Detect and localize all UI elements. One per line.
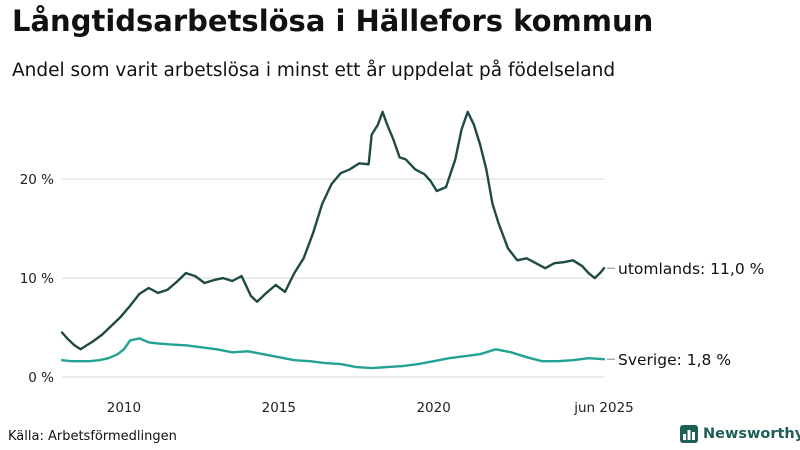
series-end-label-utomlands: utomlands: 11,0 % (618, 260, 764, 278)
x-tick-label: 2010 (107, 400, 141, 416)
bar-chart-icon (680, 425, 698, 443)
chart-subtitle: Andel som varit arbetslösa i minst ett å… (12, 60, 616, 81)
y-tick-label: 0 % (28, 370, 54, 386)
series-line-sverige (60, 337, 606, 370)
chart-title: Långtidsarbetslösa i Hällefors kommun (12, 4, 654, 38)
newsworthy-logo: Newsworthy (680, 425, 800, 443)
x-tick-label: 2015 (262, 400, 296, 416)
series-lines (60, 110, 606, 370)
source-note: Källa: Arbetsförmedlingen (8, 429, 177, 444)
grid-lines (62, 178, 604, 378)
x-tick-label: 2020 (416, 400, 450, 416)
x-tick-label: jun 2025 (573, 400, 634, 416)
y-tick-label: 10 % (20, 271, 54, 287)
series-end-labels: utomlands: 11,0 % Sverige: 1,8 % (607, 260, 764, 369)
series-line-utomlands (60, 110, 606, 351)
axis-labels: 0 % 10 % 20 % 2010 2015 2020 jun 2025 (20, 172, 634, 416)
brand-name: Newsworthy (703, 426, 800, 442)
y-tick-label: 20 % (20, 172, 54, 188)
series-end-label-sverige: Sverige: 1,8 % (618, 351, 731, 369)
